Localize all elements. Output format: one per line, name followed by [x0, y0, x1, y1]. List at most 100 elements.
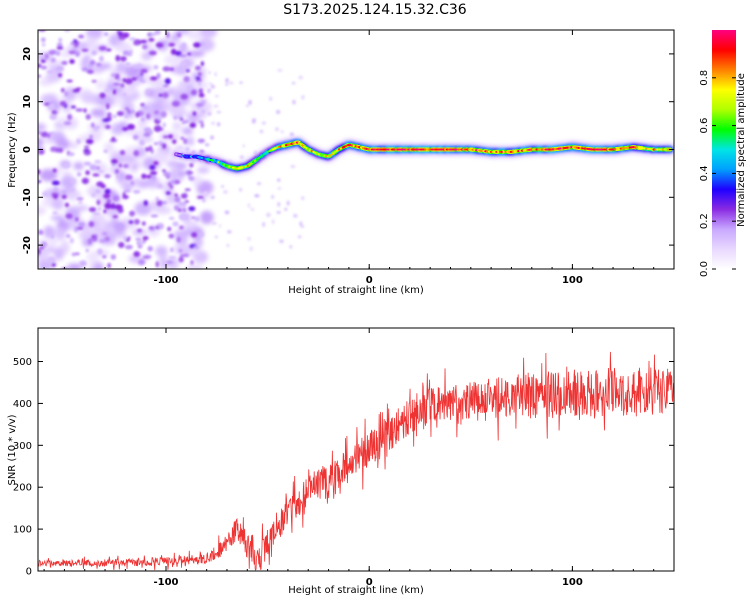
spectrogram-noise-cell: [194, 65, 202, 71]
spectrogram-noise-cell: [150, 214, 159, 218]
spectrogram-noise-cell: [289, 132, 294, 137]
spectrogram-noise-cell: [135, 237, 142, 241]
spectrogram-noise-cell: [97, 248, 103, 255]
spectrogram-noise-cell: [127, 236, 131, 240]
spectrogram-noise-cell: [88, 206, 97, 213]
spectrogram-noise-cell: [277, 69, 283, 72]
spectrogram-noise-cell: [132, 164, 137, 170]
spectrogram-noise-cell: [269, 96, 273, 101]
spectrogram-noise-cell: [38, 180, 42, 183]
spectrogram-noise-cell: [172, 221, 179, 227]
spectrogram-noise-cell: [202, 198, 206, 203]
spectrogram-noise-cell: [114, 204, 123, 210]
spectrogram-noise-cell: [162, 92, 169, 98]
spectrogram-noise-cell: [249, 246, 253, 252]
spectrogram-noise-cell: [48, 237, 59, 247]
spectrogram-noise-cell: [123, 235, 127, 242]
spectrogram-noise-cell: [55, 50, 61, 57]
spectrogram-noise-cell: [55, 147, 60, 153]
spectrogram-noise-cell: [132, 189, 141, 194]
spectrogram-noise-cell: [192, 111, 197, 116]
spectrogram-noise-cell: [89, 59, 96, 66]
spectrogram-noise-cell: [199, 30, 218, 38]
spectrogram-noise-cell: [38, 248, 41, 255]
snr-y-tick-label: 0: [26, 567, 32, 578]
spectrogram-noise-cell: [271, 194, 274, 199]
spectrogram-noise-cell: [75, 108, 84, 112]
spectrogram-noise-cell: [118, 163, 122, 168]
spectrogram-noise-cell: [75, 252, 80, 256]
spectrogram-noise-cell: [183, 76, 190, 83]
spectrogram-noise-cell: [125, 174, 133, 181]
spectrogram-noise-cell: [119, 150, 126, 156]
spectrogram-ridge-peak-group: [175, 141, 671, 170]
spectrogram-noise-cell: [136, 228, 143, 233]
spectrogram-noise-cell: [73, 42, 79, 48]
spectrogram-noise-cell: [42, 191, 50, 198]
spectrogram-noise-cell: [98, 46, 107, 51]
spectrogram-noise-cell: [164, 78, 171, 85]
spectrogram-noise-cell: [162, 66, 171, 72]
spectrogram-noise-cell: [172, 121, 182, 131]
spectrogram-noise-cell: [186, 136, 195, 146]
spectrogram-noise-cell: [41, 241, 48, 248]
spectrogram-noise-cell: [200, 100, 206, 105]
spectrogram-noise-cell: [168, 216, 175, 220]
spectrogram-noise-cell: [223, 190, 228, 194]
spectrogram-noise-cell: [115, 61, 128, 74]
colorbar-gradient: [712, 30, 736, 269]
spectrogram-noise-cell: [239, 155, 245, 160]
spectrogram-noise-cell: [297, 235, 302, 239]
spectrogram-noise-cell: [120, 83, 125, 88]
spectrogram-noise-cell: [162, 122, 166, 128]
spectrogram-noise-cell: [214, 72, 217, 77]
spectrogram-noise-cell: [207, 112, 212, 116]
spectrogram-noise-cell: [58, 147, 64, 153]
spectrogram-noise-cell: [227, 230, 232, 234]
spectrogram-noise-cell: [210, 195, 215, 199]
spectrogram-noise-cell: [247, 237, 251, 241]
spectrogram-noise-cell: [65, 191, 80, 201]
spectrogram-noise-cell: [67, 264, 81, 269]
spectrogram-noise-cell: [50, 234, 55, 239]
spectrogram-noise-cell: [291, 82, 296, 85]
spectrogram-noise-cell: [135, 111, 140, 118]
spectrogram-noise-cell: [52, 211, 58, 215]
spectrogram-noise-cell: [103, 209, 107, 214]
spectrogram-noise-cell: [214, 235, 218, 239]
spectrogram-noise-cell: [277, 202, 281, 207]
spectrogram-noise-cell: [293, 214, 298, 218]
snr-x-axis-label: Height of straight line (km): [288, 585, 424, 596]
spectrogram-noise-cell: [106, 199, 112, 203]
spectrogram-noise-cell: [81, 67, 89, 72]
spectrogram-noise-cell: [180, 254, 184, 258]
spectrogram-noise-cell: [104, 188, 111, 194]
spectrogram-ridge-layer: [170, 137, 674, 174]
colorbar-tick-label: 0.4: [699, 165, 710, 181]
spectrogram-noise-cell: [83, 145, 90, 149]
spectrogram-noise-cell: [129, 37, 136, 41]
spectrogram-noise-cell: [88, 64, 93, 71]
spectrogram-noise-cell: [86, 36, 98, 46]
spectrogram-noise-cell: [38, 131, 43, 134]
spectrogram-noise-cell: [126, 111, 131, 115]
spectrogram-noise-cell: [139, 180, 149, 189]
snr-y-ticks: 0 100 200 300 400 500: [13, 357, 674, 578]
spectrogram-noise-cell: [111, 202, 115, 210]
spectrogram-noise-cell: [124, 78, 133, 85]
spectrogram-noise-cell: [170, 48, 177, 55]
spectrogram-noise-cell: [100, 184, 106, 189]
colorbar: 0.0 0.2 0.4 0.6 0.8 Normalized spectral ampl…: [699, 30, 747, 277]
spectrogram-noise-cell: [110, 158, 118, 165]
spectrogram-noise-cell: [248, 100, 252, 105]
spectrogram-noise-cell: [41, 43, 46, 47]
spectrogram-noise-cell: [193, 42, 201, 48]
spectrogram-noise-cell: [170, 247, 174, 253]
spectrogram-noise-cell: [200, 122, 204, 129]
spectrogram-noise-cell: [102, 118, 111, 122]
spectrogram-noise-cell: [132, 134, 139, 140]
spectrogram-noise-cell: [179, 117, 184, 121]
spectrogram-noise-cell: [201, 109, 205, 114]
spectrogram-noise-cell: [76, 172, 82, 177]
